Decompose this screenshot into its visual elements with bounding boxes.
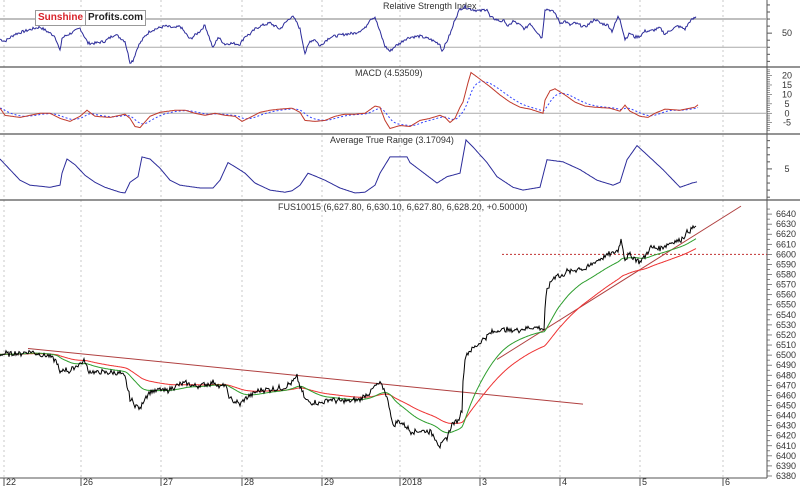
- price-tick-label: 6600: [776, 249, 796, 259]
- date-label: 4: [562, 477, 567, 486]
- price-tick-label: 6530: [776, 320, 796, 330]
- date-label: 6: [725, 477, 730, 486]
- logo-part-1: Sunshine: [36, 11, 87, 25]
- logo-part-2: Profits.com: [88, 12, 144, 23]
- price-tick-label: 6640: [776, 209, 796, 219]
- price-tick-label: 6560: [776, 290, 796, 300]
- price-tick-label: 6620: [776, 229, 796, 239]
- macd-signal-line: [0, 80, 699, 127]
- date-label: 28: [244, 477, 254, 486]
- price-tick-label: 6390: [776, 461, 796, 471]
- panel-title: Relative Strength Index: [383, 1, 477, 11]
- price-tick-label: 6590: [776, 259, 796, 269]
- price-line: [0, 224, 697, 450]
- date-label: 5: [642, 477, 647, 486]
- price-tick-label: 6510: [776, 340, 796, 350]
- date-label: 22: [6, 477, 16, 486]
- price-tick-label: 6460: [776, 390, 796, 400]
- price-tick-label: 6480: [776, 370, 796, 380]
- price-tick-label: 6400: [776, 451, 796, 461]
- panel-title: MACD (4.53509): [355, 68, 423, 78]
- date-label: 27: [163, 477, 173, 486]
- rsi-tick-label: 50: [782, 28, 792, 38]
- rsi-line: [0, 4, 697, 64]
- price-tick-label: 6500: [776, 350, 796, 360]
- macd-tick-label: 15: [782, 80, 792, 90]
- uptrend-trendline: [496, 205, 742, 360]
- price-tick-label: 6380: [776, 471, 796, 481]
- price-tick-label: 6450: [776, 400, 796, 410]
- macd-line: [0, 71, 699, 130]
- atr-line: [0, 138, 698, 194]
- panel-title: FUS10015 (6,627.80, 6,630.10, 6,627.80, …: [278, 202, 527, 212]
- panel-title: Average True Range (3.17094): [330, 135, 454, 145]
- price-tick-label: 6420: [776, 431, 796, 441]
- slow-moving-average-line: [0, 248, 697, 424]
- price-tick-label: 6490: [776, 360, 796, 370]
- fast-moving-average-line: [0, 238, 697, 434]
- price-tick-label: 6580: [776, 270, 796, 280]
- macd-tick-label: 5: [784, 99, 789, 109]
- price-tick-label: 6570: [776, 280, 796, 290]
- price-tick-label: 6610: [776, 239, 796, 249]
- price-tick-label: 6540: [776, 310, 796, 320]
- price-tick-label: 6550: [776, 300, 796, 310]
- macd-tick-label: 20: [782, 71, 792, 81]
- date-label: 2018: [402, 477, 422, 486]
- price-tick-label: 6410: [776, 441, 796, 451]
- sunshine-profits-logo: Sunshine Profits.com: [35, 10, 147, 26]
- date-label: 29: [324, 477, 334, 486]
- macd-tick-label: 0: [784, 108, 789, 118]
- downtrend-trendline: [27, 347, 584, 405]
- date-label: 26: [83, 477, 93, 486]
- price-tick-label: 6430: [776, 421, 796, 431]
- date-label: 3: [482, 477, 487, 486]
- macd-tick-label: 10: [782, 89, 792, 99]
- price-tick-label: 6520: [776, 330, 796, 340]
- atr-tick-label: 5: [784, 164, 789, 174]
- price-tick-label: 6470: [776, 380, 796, 390]
- price-tick-label: 6630: [776, 219, 796, 229]
- macd-tick-label: -5: [783, 118, 791, 128]
- price-tick-label: 6440: [776, 411, 796, 421]
